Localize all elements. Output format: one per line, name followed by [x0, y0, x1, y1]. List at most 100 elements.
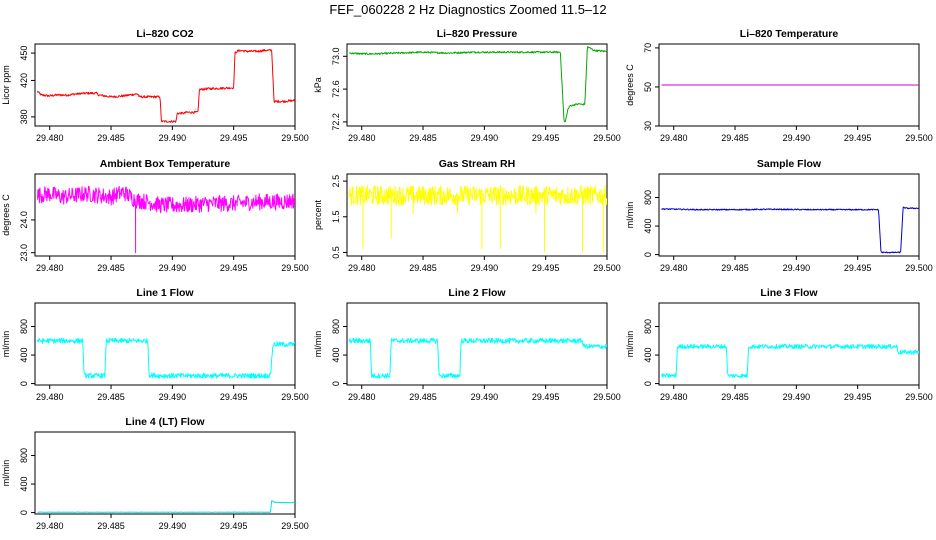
x-tick-label: 29.495 [532, 133, 560, 143]
x-tick-label: 29.495 [532, 392, 560, 402]
series-line [661, 343, 919, 379]
chart-panel-10: Line 4 (LT) Flow 29.480 29.485 29.490 29.495… [1, 416, 309, 531]
series-line [37, 337, 295, 379]
x-tick-label: 29.485 [97, 133, 125, 143]
y-tick-label: 0 [19, 381, 29, 386]
chart-title: Li–820 Pressure [437, 28, 518, 40]
y-tick-label: 0 [643, 252, 653, 257]
y-tick-label: 800 [19, 319, 29, 334]
x-tick-label: 29.500 [905, 133, 933, 143]
plot-frame [658, 173, 920, 257]
y-tick-label: 24.0 [19, 211, 29, 229]
x-tick-label: 29.495 [844, 133, 872, 143]
plot-frame [658, 302, 920, 386]
chart-panel-8: Line 2 Flow 29.480 29.485 29.490 29.495 29.50… [313, 287, 621, 402]
x-tick-label: 29.490 [783, 392, 811, 402]
y-tick-label: 72.6 [331, 80, 341, 98]
y-tick-label: 70 [643, 43, 653, 53]
chart-panel-5: Gas Stream RH 29.480 29.485 29.490 29.495 29.… [313, 158, 621, 273]
x-tick-label: 29.490 [159, 521, 187, 531]
y-tick-label: 420 [19, 73, 29, 88]
y-tick-label: 800 [643, 319, 653, 334]
x-tick-label: 29.500 [281, 133, 309, 143]
chart-title: Sample Flow [757, 158, 822, 170]
y-tick-label: 0.5 [331, 246, 341, 259]
x-tick-label: 29.490 [783, 263, 811, 273]
x-tick-label: 29.495 [532, 263, 560, 273]
x-tick-label: 29.495 [220, 392, 248, 402]
x-tick-label: 29.500 [593, 263, 621, 273]
y-tick-label: 400 [643, 348, 653, 363]
figure-title: FEF_060228 2 Hz Diagnostics Zoomed 11.5–… [329, 2, 607, 17]
chart-panel-1: Li–820 CO2 29.480 29.485 29.490 29.495 29.500… [1, 28, 309, 143]
y-axis-label: ml/min [1, 460, 11, 487]
chart-panel-9: Line 3 Flow 29.480 29.485 29.490 29.495 29.50… [625, 287, 933, 402]
y-axis-label: kPa [313, 77, 323, 93]
chart-title: Li–820 CO2 [136, 28, 193, 40]
x-tick-label: 29.490 [471, 392, 499, 402]
x-tick-label: 29.480 [36, 521, 64, 531]
x-tick-label: 29.490 [159, 263, 187, 273]
y-tick-label: 400 [331, 348, 341, 363]
y-tick-label: 450 [19, 46, 29, 61]
x-tick-label: 29.485 [97, 392, 125, 402]
series-line [349, 185, 607, 253]
series-line [37, 500, 295, 513]
x-tick-label: 29.500 [281, 392, 309, 402]
x-tick-label: 29.480 [660, 263, 688, 273]
y-tick-label: 23.0 [19, 244, 29, 262]
x-tick-label: 29.480 [660, 133, 688, 143]
x-tick-label: 29.480 [660, 392, 688, 402]
y-tick-label: 2.5 [331, 175, 341, 188]
y-axis-label: degrees C [625, 64, 635, 106]
y-axis-label: Licor ppm [1, 65, 11, 105]
x-tick-label: 29.485 [721, 133, 749, 143]
series-line [349, 46, 607, 123]
y-axis-label: ml/min [313, 331, 323, 358]
x-tick-label: 29.480 [36, 392, 64, 402]
x-tick-label: 29.500 [593, 133, 621, 143]
y-axis-label: degrees C [1, 194, 11, 236]
y-axis-label: ml/min [625, 331, 635, 358]
x-tick-label: 29.485 [97, 521, 125, 531]
chart-panel-4: Ambient Box Temperature 29.480 29.485 29.49… [1, 158, 309, 273]
chart-title: Line 4 (LT) Flow [125, 416, 205, 428]
x-tick-label: 29.495 [220, 521, 248, 531]
chart-panel-2: Li–820 Pressure 29.480 29.485 29.490 29.495 2… [313, 28, 621, 143]
y-tick-label: 0 [331, 381, 341, 386]
x-tick-label: 29.485 [721, 392, 749, 402]
y-tick-label: 400 [19, 477, 29, 492]
x-tick-label: 29.485 [97, 263, 125, 273]
chart-title: Line 2 Flow [448, 287, 506, 299]
x-tick-label: 29.485 [409, 263, 437, 273]
chart-panel-6: Sample Flow 29.480 29.485 29.490 29.495 29.50… [625, 158, 933, 273]
plot-frame [34, 302, 296, 386]
x-tick-label: 29.485 [409, 392, 437, 402]
plot-frame [346, 173, 608, 257]
plot-frame [34, 173, 296, 257]
chart-title: Line 3 Flow [760, 287, 818, 299]
y-axis-label: percent [313, 199, 323, 230]
y-axis-label: ml/min [1, 331, 11, 358]
x-tick-label: 29.490 [159, 133, 187, 143]
chart-title: Li–820 Temperature [740, 28, 839, 40]
series-line [349, 337, 607, 379]
x-tick-label: 29.485 [721, 263, 749, 273]
x-tick-label: 29.495 [220, 263, 248, 273]
y-tick-label: 30 [643, 121, 653, 131]
y-axis-label: ml/min [625, 202, 635, 229]
y-tick-label: 800 [19, 448, 29, 463]
y-tick-label: 380 [19, 109, 29, 124]
chart-title: Line 1 Flow [136, 287, 194, 299]
x-tick-label: 29.480 [348, 263, 376, 273]
x-tick-label: 29.480 [348, 133, 376, 143]
y-tick-label: 800 [331, 319, 341, 334]
y-tick-label: 50 [643, 82, 653, 92]
x-tick-label: 29.500 [593, 392, 621, 402]
series-line [37, 48, 295, 123]
x-tick-label: 29.495 [844, 263, 872, 273]
x-tick-label: 29.495 [844, 392, 872, 402]
x-tick-label: 29.495 [220, 133, 248, 143]
x-tick-label: 29.480 [36, 133, 64, 143]
